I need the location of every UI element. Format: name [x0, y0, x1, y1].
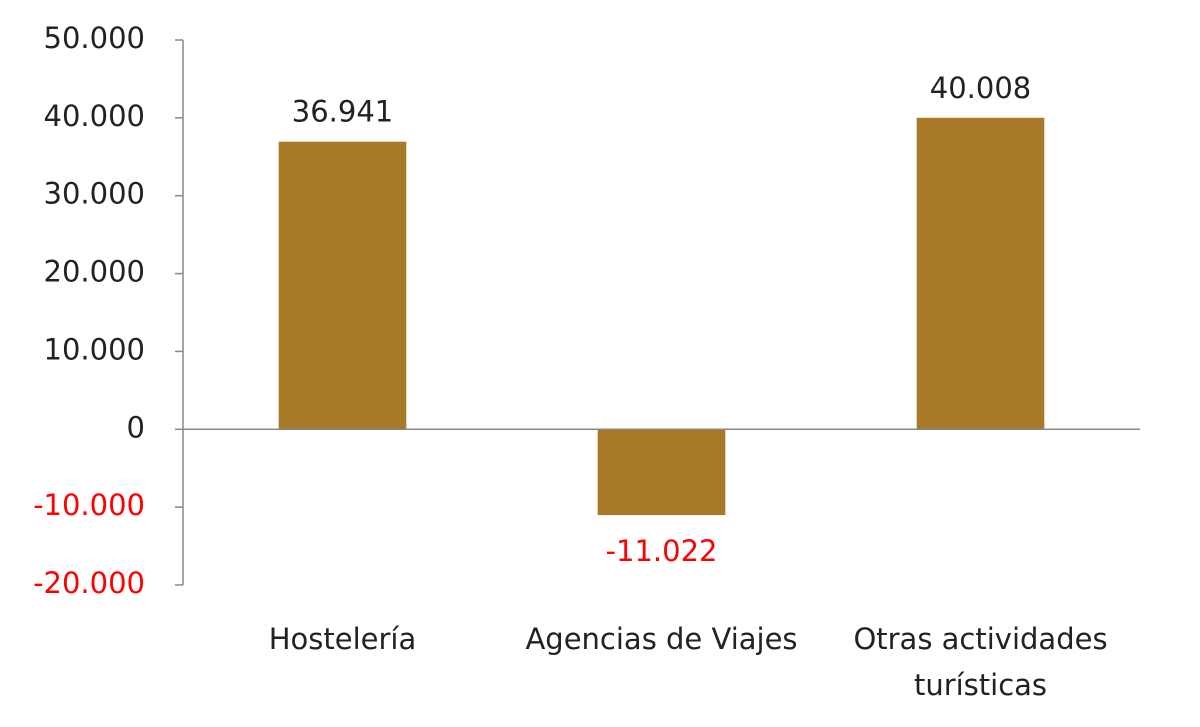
y-tick-label: 30.000	[44, 177, 145, 211]
value-label: 36.941	[292, 95, 393, 129]
y-tick-label: -20.000	[33, 566, 145, 600]
y-tick-label: -10.000	[33, 488, 145, 522]
bar	[597, 429, 726, 516]
bar	[916, 117, 1045, 430]
y-tick-label: 0	[127, 410, 145, 444]
y-tick-label: 20.000	[44, 255, 145, 289]
y-tick-label: 50.000	[44, 21, 145, 55]
value-label: 40.008	[930, 71, 1031, 105]
y-tick-label: 10.000	[44, 332, 145, 366]
x-tick-label: Agencias de Viajes	[525, 622, 798, 656]
x-tick-label: Otras actividades turísticas	[853, 622, 1108, 702]
y-tick-label: 40.000	[44, 99, 145, 133]
bar	[278, 141, 407, 430]
value-label: -11.022	[606, 534, 718, 568]
x-tick-label: Hostelería	[268, 622, 417, 656]
